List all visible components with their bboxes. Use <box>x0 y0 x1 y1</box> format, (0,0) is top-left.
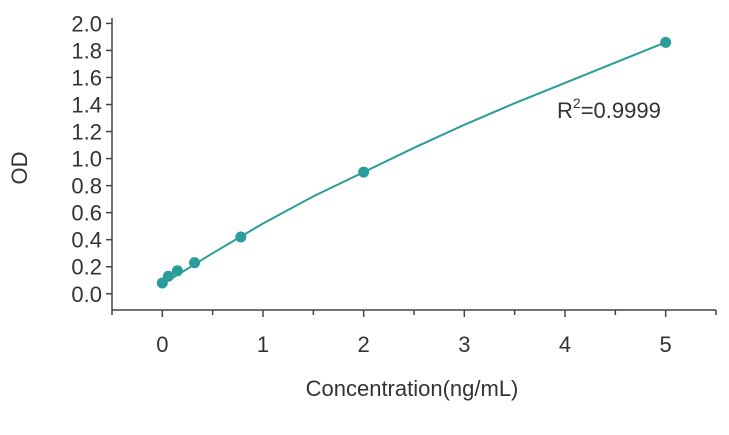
y-tick-label: 0.6 <box>71 201 102 226</box>
y-tick-label: 1.0 <box>71 147 102 172</box>
y-tick-label: 1.8 <box>71 38 102 63</box>
x-tick-label: 1 <box>257 332 269 357</box>
fit-curve <box>161 41 667 286</box>
point <box>358 166 370 178</box>
x-tick-label: 5 <box>660 332 672 357</box>
y-tick-label: 0.0 <box>71 282 102 307</box>
y-tick-label: 0.8 <box>71 174 102 199</box>
y-axis-label: OD <box>7 152 32 185</box>
x-tick-label: 2 <box>358 332 370 357</box>
y-tick-label: 1.2 <box>71 120 102 145</box>
x-axis-label: Concentration(ng/mL) <box>306 376 519 401</box>
y-tick-label: 1.4 <box>71 93 102 118</box>
point <box>162 270 174 282</box>
y-tick-label: 0.4 <box>71 228 102 253</box>
x-tick-label: 3 <box>458 332 470 357</box>
annotation-rest: =0.9999 <box>581 98 661 123</box>
point <box>171 265 183 277</box>
annotation: R2=0.9999 <box>557 95 661 123</box>
point <box>189 257 201 269</box>
point <box>660 36 672 48</box>
point <box>235 231 247 243</box>
y-tick-label: 1.6 <box>71 65 102 90</box>
y-tick-label: 2.0 <box>71 11 102 36</box>
annotation-sup: 2 <box>573 95 581 111</box>
x-tick-label: 4 <box>559 332 571 357</box>
annotation-base: R <box>557 98 573 123</box>
x-tick-label: 0 <box>156 332 168 357</box>
y-tick-label: 0.2 <box>71 255 102 280</box>
